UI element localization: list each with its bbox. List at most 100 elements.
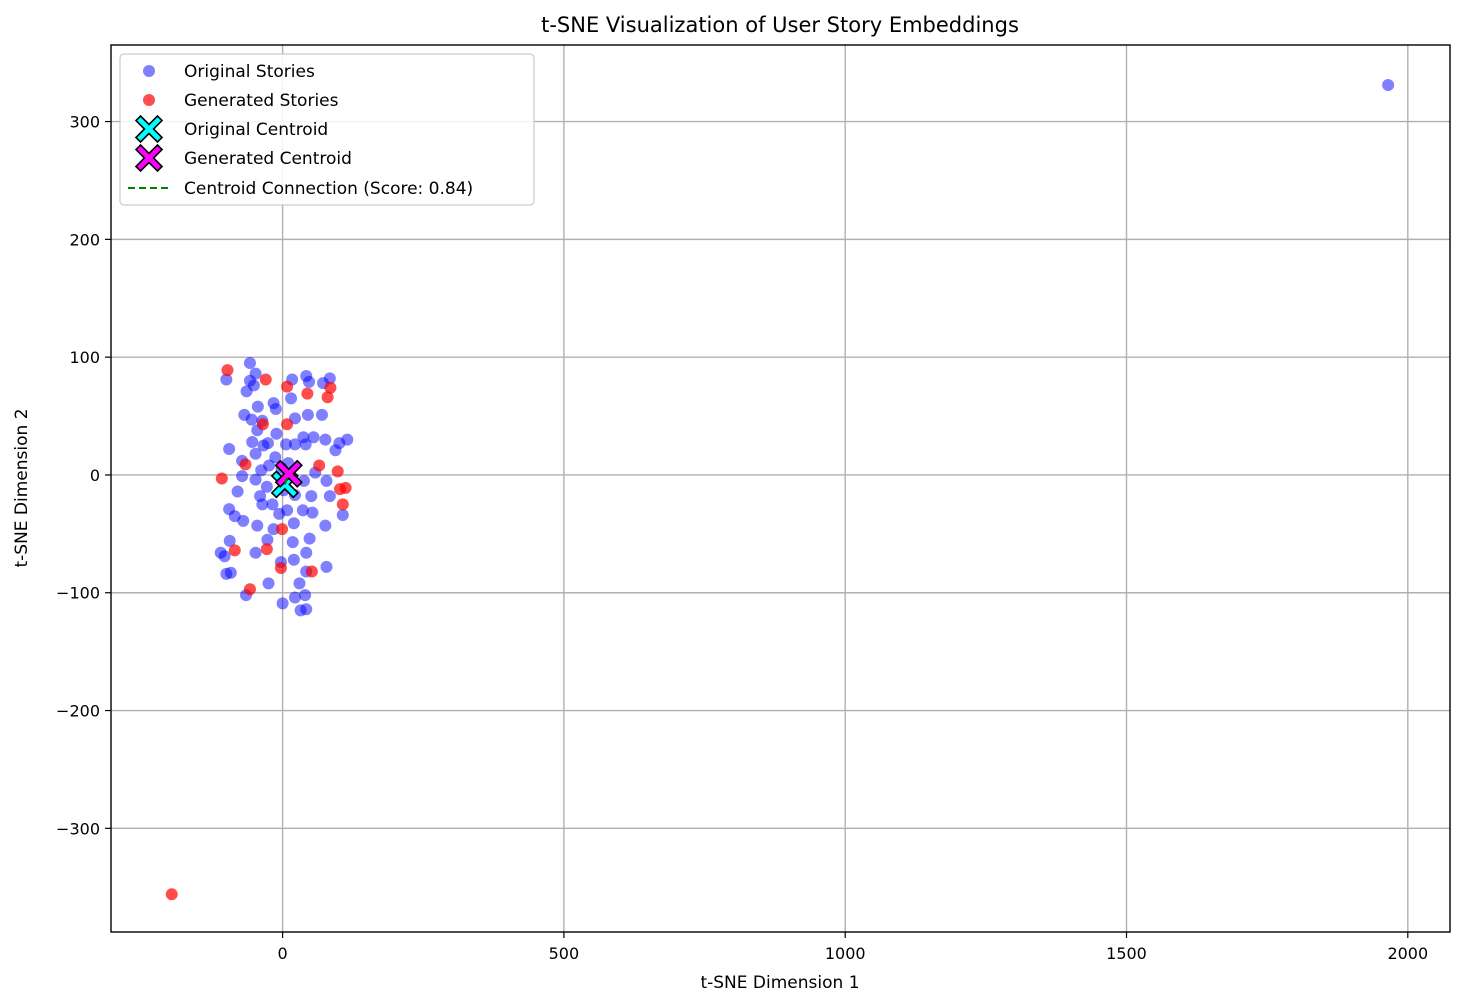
original-stories-point bbox=[320, 560, 333, 573]
original-stories-point bbox=[251, 519, 264, 532]
generated-stories-point bbox=[274, 562, 287, 575]
original-stories-point bbox=[276, 597, 289, 610]
original-stories-point bbox=[243, 357, 256, 370]
original-stories-point bbox=[287, 553, 300, 566]
generated-stories-point bbox=[243, 583, 256, 596]
x-axis-label: t-SNE Dimension 1 bbox=[700, 973, 859, 993]
original-stories-point bbox=[301, 408, 314, 421]
generated-stories-point bbox=[321, 391, 334, 404]
original-stories-point bbox=[323, 490, 336, 503]
legend-marker bbox=[143, 65, 155, 77]
original-stories-point bbox=[300, 546, 313, 559]
original-stories-point bbox=[279, 438, 292, 451]
original-stories-point bbox=[240, 385, 253, 398]
y-tick-label: 0 bbox=[90, 466, 100, 485]
original-stories-point bbox=[249, 546, 262, 559]
original-stories-point bbox=[269, 451, 282, 464]
x-tick-label: 1500 bbox=[1106, 944, 1147, 963]
legend-box bbox=[119, 53, 535, 206]
original-stories-point bbox=[223, 443, 236, 456]
generated-stories-point bbox=[256, 418, 269, 431]
original-stories-point bbox=[288, 438, 301, 451]
legend-marker bbox=[143, 94, 155, 106]
original-stories-point bbox=[323, 372, 336, 385]
x-tick-label: 2000 bbox=[1387, 944, 1428, 963]
legend-label: Centroid Connection (Score: 0.84) bbox=[184, 179, 473, 199]
generated-stories-point bbox=[165, 888, 178, 901]
original-stories-point bbox=[269, 402, 282, 415]
plot-frame bbox=[110, 44, 1451, 933]
centroid-connection-line bbox=[283, 473, 290, 485]
original-stories-point bbox=[261, 533, 274, 546]
original-stories-point bbox=[249, 447, 262, 460]
original-stories-point bbox=[319, 519, 332, 532]
y-axis-label: t-SNE Dimension 2 bbox=[12, 408, 32, 567]
original-stories-point bbox=[256, 498, 269, 511]
original-stories-point bbox=[329, 444, 342, 457]
original-stories-point bbox=[237, 514, 250, 527]
original-stories-point bbox=[223, 534, 236, 547]
original-stories-point bbox=[320, 474, 333, 487]
y-tick-label: 100 bbox=[69, 348, 100, 367]
generated-stories-point bbox=[339, 481, 352, 494]
y-tick-label: 200 bbox=[69, 230, 100, 249]
chart-title: t-SNE Visualization of User Story Embedd… bbox=[541, 13, 1019, 37]
y-tick-label: 300 bbox=[69, 113, 100, 132]
generated-stories-point bbox=[221, 364, 234, 377]
generated-stories-point bbox=[228, 544, 241, 557]
original-stories-point bbox=[315, 408, 328, 421]
original-stories-point bbox=[296, 504, 309, 517]
original-stories-point bbox=[306, 506, 319, 519]
original-stories-point bbox=[262, 577, 275, 590]
original-stories-point bbox=[255, 464, 268, 477]
original-stories-point bbox=[273, 507, 286, 520]
original-stories-point bbox=[257, 439, 270, 452]
generated-stories-point bbox=[324, 381, 337, 394]
original-stories-point bbox=[341, 433, 354, 446]
generated-stories-point bbox=[305, 565, 318, 578]
generated-stories-point bbox=[301, 387, 314, 400]
generated-stories-point bbox=[259, 373, 272, 386]
original-stories-point bbox=[236, 470, 249, 483]
y-tick-label: −100 bbox=[56, 584, 100, 603]
original-stories-point bbox=[288, 591, 301, 604]
original-stories-point bbox=[303, 375, 316, 388]
x-tick-label: 1000 bbox=[825, 944, 866, 963]
generated-stories-point bbox=[336, 498, 349, 511]
original-stories-point bbox=[1382, 79, 1395, 92]
legend-label: Original Stories bbox=[184, 62, 315, 82]
data-points bbox=[165, 79, 1395, 901]
legend: Original Stories Generated Stories Origina… bbox=[119, 53, 535, 206]
generated-stories-point bbox=[215, 472, 228, 485]
original-stories-point bbox=[224, 566, 237, 579]
axis-ticks: 0 500 1000 1500 2000 −300 −200 −100 0 100 200 300 bbox=[56, 113, 1428, 963]
legend-label: Original Centroid bbox=[184, 120, 328, 140]
original-stories-point bbox=[297, 431, 310, 444]
y-tick-label: −300 bbox=[56, 819, 100, 838]
y-tick-label: −200 bbox=[56, 702, 100, 721]
generated-stories-point bbox=[281, 418, 294, 431]
original-stories-point bbox=[303, 532, 316, 545]
original-stories-point bbox=[245, 413, 258, 426]
original-stories-point bbox=[287, 517, 300, 530]
original-stories-point bbox=[336, 509, 349, 522]
original-stories-point bbox=[319, 433, 332, 446]
generated-stories-point bbox=[276, 523, 289, 536]
original-stories-point bbox=[260, 480, 273, 493]
legend-label: Generated Centroid bbox=[184, 149, 352, 169]
centroids bbox=[270, 459, 303, 499]
original-stories-point bbox=[270, 427, 283, 440]
original-stories-point bbox=[293, 577, 306, 590]
x-tick-label: 500 bbox=[549, 944, 580, 963]
generated-stories-point bbox=[239, 458, 252, 471]
generated-stories-point bbox=[331, 465, 344, 478]
legend-label: Generated Stories bbox=[184, 91, 339, 111]
original-stories-point bbox=[218, 550, 231, 563]
original-stories-point bbox=[249, 473, 262, 486]
original-stories-point bbox=[251, 400, 264, 413]
legend-marker bbox=[134, 114, 164, 144]
original-stories-point bbox=[220, 373, 233, 386]
original-stories-point bbox=[305, 490, 318, 503]
generated-stories-point bbox=[313, 459, 326, 472]
